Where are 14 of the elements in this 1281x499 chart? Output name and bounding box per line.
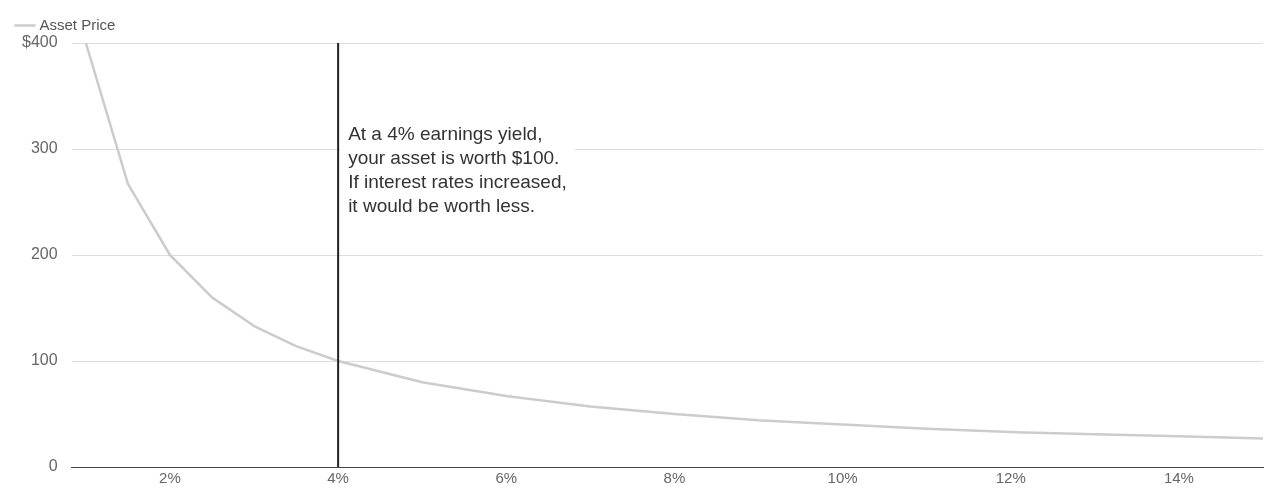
ref-line-label: At a 4% earnings yield, your asset is worth $100. If interest rates increased, it would be worth less.	[348, 122, 567, 216]
x-tick-label: 8%	[663, 469, 686, 487]
y-tick-label: 0	[48, 457, 58, 475]
y-tick-label: $400	[22, 33, 58, 51]
x-tick-label: 10%	[827, 469, 858, 487]
y-tick-label: 100	[30, 351, 58, 369]
x-tick-label: 12%	[995, 469, 1026, 487]
x-tick-label: 6%	[495, 469, 518, 487]
x-tick-label: 4%	[327, 469, 349, 487]
y-tick-label: 300	[30, 139, 58, 157]
legend-label: Asset Price	[39, 15, 116, 33]
y-tick-label: 200	[30, 245, 58, 263]
x-tick-label: 2%	[159, 469, 181, 487]
x-tick-label: 14%	[1163, 469, 1194, 487]
